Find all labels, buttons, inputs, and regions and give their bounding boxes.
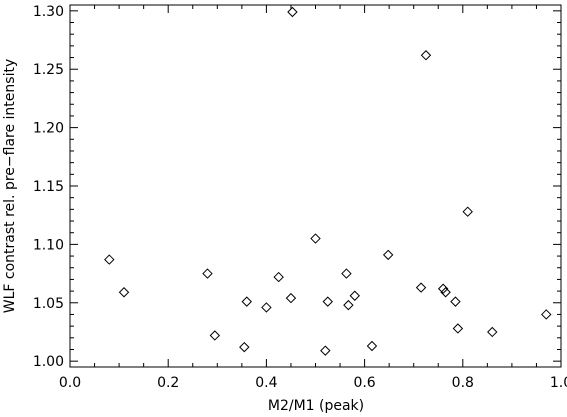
x-tick-label: 1.0 [550,375,567,391]
x-axis-label: M2/M1 (peak) [268,398,364,414]
axis-ticks [69,5,562,367]
x-tick-label: 0.6 [353,375,375,391]
data-point-diamond [285,292,297,304]
y-tick-label: 1.25 [33,62,64,78]
plot-frame [69,4,562,368]
x-tick-label: 0.4 [255,375,277,391]
data-point-diamond [487,326,498,338]
y-axis-label: WLF contrast rel. pre−flare intensity [2,59,18,313]
data-point-diamond [420,50,432,61]
data-point-diamond [437,283,449,294]
y-tick-label: 1.10 [33,237,64,253]
data-points [104,6,552,356]
data-point-diamond [273,271,284,283]
x-tick-label: 0.8 [452,375,474,391]
data-point-diamond [118,287,130,298]
x-tick-labels: 0.0 0.2 0.4 0.6 0.8 1.0 [59,375,567,391]
data-point-diamond [320,345,331,356]
data-point-diamond [209,330,221,341]
data-point-diamond [202,268,213,279]
y-tick-label: 1.30 [33,4,64,20]
data-point-diamond [287,6,298,18]
data-point-diamond [261,302,272,313]
data-point-diamond [322,296,333,307]
data-point-diamond [349,290,360,301]
data-point-diamond [541,309,552,320]
data-point-diamond [239,341,250,353]
data-point-diamond [310,233,321,244]
y-tick-label: 1.05 [33,296,64,312]
data-point-diamond [462,206,473,217]
y-tick-labels: 1.00 1.05 1.10 1.15 1.20 1.25 1.30 [33,4,64,370]
data-point-diamond [415,282,427,293]
y-tick-label: 1.00 [33,354,64,370]
data-point-diamond [241,296,252,307]
data-point-diamond [366,340,378,352]
x-tick-label: 0.0 [59,375,81,391]
data-point-diamond [341,268,352,279]
data-point-diamond [382,249,394,261]
data-point-diamond [104,254,115,265]
y-tick-label: 1.20 [33,121,64,137]
data-point-diamond [343,299,354,311]
data-point-diamond [450,296,461,307]
y-tick-label: 1.15 [33,179,64,195]
data-point-diamond [452,323,464,334]
x-tick-label: 0.2 [157,375,179,391]
data-point-diamond [440,287,451,298]
